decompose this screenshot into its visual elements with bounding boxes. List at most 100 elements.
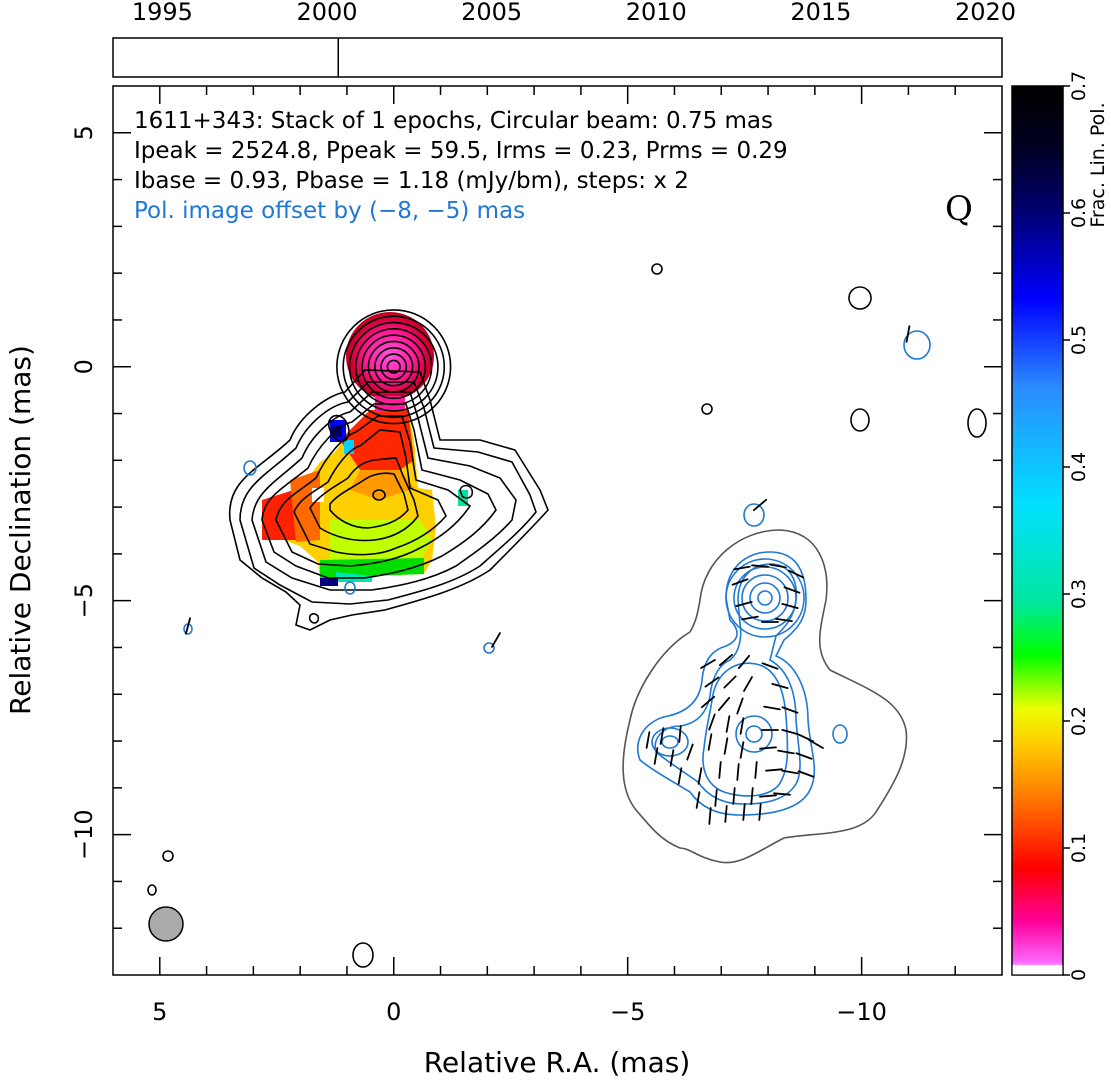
frac-pol-colormap bbox=[262, 312, 468, 586]
evpa-vector bbox=[737, 654, 751, 670]
timeline-tick-label: 2010 bbox=[626, 0, 687, 26]
colorbar-tick-label: 0.7 bbox=[1068, 71, 1090, 101]
evpa-vector bbox=[739, 741, 745, 759]
evpa-vector bbox=[795, 752, 813, 760]
evpa-vector bbox=[708, 713, 716, 731]
evpa-vector bbox=[761, 662, 779, 670]
timeline-tick-label: 2020 bbox=[955, 0, 1016, 26]
evpa-vector bbox=[905, 325, 911, 343]
evpa-vector bbox=[718, 761, 722, 779]
y-tick-label: 5 bbox=[70, 125, 98, 140]
evpa-vector bbox=[725, 715, 731, 733]
evpa-vector bbox=[758, 803, 762, 821]
annotation-line4: Pol. image offset by (−8, −5) mas bbox=[134, 198, 525, 224]
timeline-tick-label: 2005 bbox=[461, 0, 522, 26]
evpa-vector bbox=[731, 578, 749, 586]
evpa-vector bbox=[700, 695, 716, 709]
evpa-vector bbox=[724, 805, 728, 823]
evpa-vector bbox=[759, 794, 777, 798]
colorbar-tick-label: 0.3 bbox=[1068, 579, 1090, 609]
x-tick-label: 0 bbox=[386, 998, 401, 1026]
timeline-strip: 1995 2000 2005 2010 2015 2020 bbox=[112, 0, 1016, 78]
evpa-vector bbox=[185, 617, 191, 635]
evpa-vector bbox=[739, 717, 745, 735]
evpa-vector bbox=[751, 564, 769, 568]
evpa-vector bbox=[491, 632, 501, 648]
plot-frame bbox=[112, 85, 1003, 976]
core-contour bbox=[336, 309, 452, 425]
evpa-vector bbox=[645, 731, 651, 749]
band-label: Q bbox=[945, 189, 973, 229]
evpa-vector bbox=[765, 768, 783, 772]
evpa-vector bbox=[750, 787, 754, 805]
evpa-vector bbox=[697, 767, 703, 785]
evpa-vector bbox=[718, 653, 734, 667]
plot-area: 5 0 −5 −10 5 0 −5 −10 bbox=[70, 85, 1003, 1026]
evpa-vector bbox=[707, 733, 713, 751]
timeline-tick-label: 2000 bbox=[296, 0, 357, 26]
evpa-vector bbox=[678, 725, 682, 743]
evpa-vector bbox=[769, 563, 787, 569]
evpa-vector bbox=[775, 617, 793, 623]
annotation-line2: Ipeak = 2524.8, Ppeak = 59.5, Irms = 0.2… bbox=[134, 138, 788, 164]
x-tick-label: −10 bbox=[836, 998, 887, 1026]
x-tick-label: 5 bbox=[152, 998, 167, 1026]
evpa-vector bbox=[708, 807, 712, 825]
evpa-vector bbox=[781, 603, 799, 609]
evpa-vector bbox=[736, 697, 744, 715]
timeline-tick-label: 2015 bbox=[790, 0, 851, 26]
evpa-vector bbox=[695, 791, 701, 809]
evpa-vector bbox=[777, 749, 795, 755]
y-tick-label: −10 bbox=[70, 809, 98, 860]
evpa-vector bbox=[723, 675, 737, 689]
evpa-vector bbox=[763, 705, 781, 711]
colorbar-tick-label: 0.1 bbox=[1068, 833, 1090, 863]
evpa-vector bbox=[752, 498, 768, 512]
colorbar-tick-label: 0.5 bbox=[1068, 325, 1090, 355]
evpa-vector bbox=[808, 739, 824, 749]
core-contour bbox=[361, 334, 427, 400]
y-tick-label: 0 bbox=[70, 359, 98, 374]
polarization-image bbox=[183, 325, 931, 864]
evpa-vector bbox=[781, 729, 799, 735]
evpa-vector bbox=[742, 803, 746, 821]
core-contour bbox=[342, 315, 446, 419]
evpa-vector bbox=[704, 676, 720, 688]
colorbar-tick-label: 0 bbox=[1068, 969, 1090, 981]
evpa-vector bbox=[733, 565, 751, 571]
evpa-vector bbox=[743, 676, 753, 692]
evpa-vector bbox=[735, 601, 753, 607]
annotation-line1: 1611+343: Stack of 1 epochs, Circular be… bbox=[134, 108, 773, 134]
colorbar-label: Frac. Lin. Pol. bbox=[1087, 102, 1109, 227]
x-axis-label: Relative R.A. (mas) bbox=[424, 1046, 691, 1079]
evpa-vector bbox=[783, 586, 801, 594]
colorbar-tick-label: 0.6 bbox=[1068, 198, 1090, 228]
evpa-vector bbox=[669, 749, 675, 767]
evpa-vector bbox=[659, 727, 665, 745]
evpa-vector bbox=[732, 787, 736, 805]
evpa-vector bbox=[714, 789, 718, 807]
annotation-line3: Ibase = 0.93, Pbase = 1.18 (mJy/bm), ste… bbox=[134, 168, 689, 194]
core-contour bbox=[348, 321, 439, 412]
colorbar-tick-label: 0.4 bbox=[1068, 452, 1090, 482]
evpa-vector bbox=[736, 763, 740, 781]
evpa-vector bbox=[781, 769, 799, 775]
evpa-vector bbox=[797, 770, 815, 778]
y-tick-label: −5 bbox=[70, 583, 98, 618]
y-axis-label: Relative Declination (mas) bbox=[4, 345, 37, 715]
beam-ellipse bbox=[148, 906, 184, 942]
evpa-vector bbox=[771, 683, 789, 689]
evpa-vector bbox=[653, 747, 659, 765]
colorbar: 0 0.1 0.2 0.3 0.4 0.5 0.6 0.7 bbox=[1011, 71, 1090, 981]
evpa-vector bbox=[773, 792, 791, 796]
core-contour bbox=[386, 359, 401, 374]
evpa-vector bbox=[754, 761, 758, 779]
evpa-vector bbox=[686, 743, 694, 761]
evpa-vector bbox=[787, 569, 805, 579]
evpa-vector bbox=[700, 659, 716, 669]
evpa-vector bbox=[781, 706, 799, 714]
core-contour bbox=[373, 346, 414, 387]
colorbar-tick-label: 0.2 bbox=[1068, 706, 1090, 736]
evpa-vector bbox=[717, 696, 731, 712]
